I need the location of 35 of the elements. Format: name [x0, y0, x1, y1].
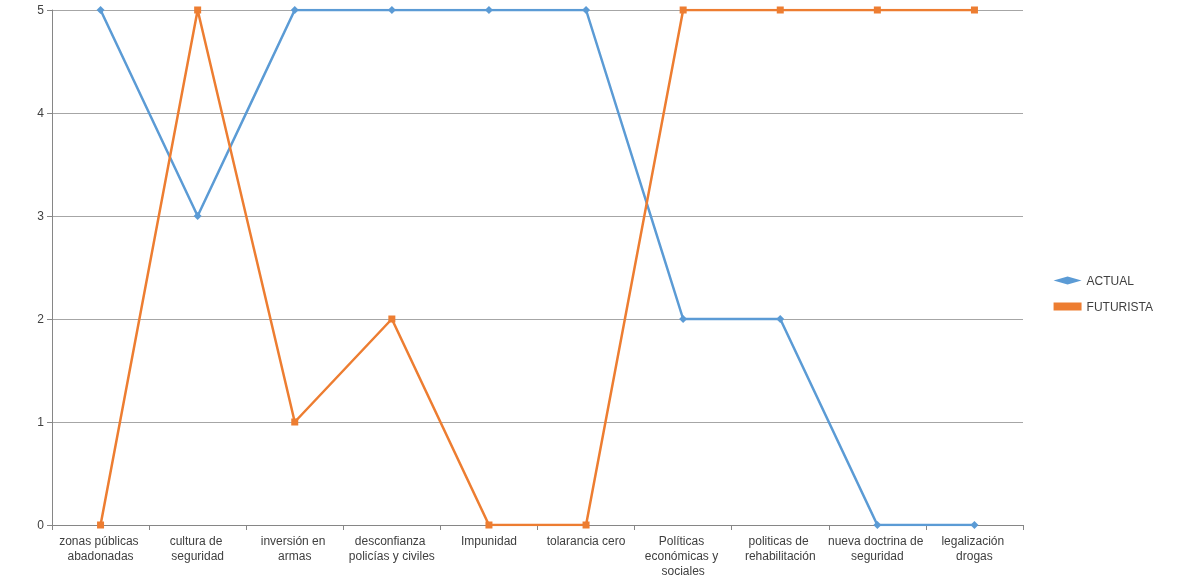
y-tick-label: 2 — [37, 312, 45, 326]
point — [970, 6, 978, 14]
y-tick-label: 5 — [37, 3, 45, 17]
point — [290, 6, 299, 14]
x-tick-label: zonas públicas abadonadas — [59, 533, 142, 563]
point — [776, 6, 784, 14]
point — [873, 6, 881, 14]
point — [96, 6, 105, 14]
x-tick-label: tolarancia cero — [546, 533, 626, 548]
y-tick-label: 0 — [37, 518, 45, 532]
y-tick-label: 1 — [37, 415, 45, 429]
x-tick-label: Impunidad — [460, 533, 517, 548]
point — [582, 521, 590, 529]
x-tick-label: desconfianza policías y civiles — [348, 533, 435, 563]
x-tick-label: legalización drogas — [941, 533, 1008, 563]
point — [193, 212, 202, 220]
legend-label: FUTURISTA — [1086, 299, 1154, 314]
x-tick-label: cultura de seguridad — [169, 533, 226, 563]
point — [776, 315, 785, 323]
x-tick-label: politicas de rehabilitación — [744, 533, 816, 563]
point — [679, 6, 687, 14]
point — [97, 521, 105, 529]
x-tick-label: nueva doctrina de seguridad — [827, 533, 927, 563]
point — [388, 315, 396, 323]
point — [485, 521, 493, 529]
point — [194, 6, 202, 14]
point — [291, 418, 299, 426]
point — [582, 6, 591, 14]
y-tick-label: 4 — [37, 106, 45, 120]
point — [873, 521, 882, 529]
legend-label: ACTUAL — [1086, 273, 1135, 288]
x-tick-label: inversión en armas — [260, 533, 329, 563]
x-tick-label: Políticas económicas y sociales — [644, 533, 722, 578]
y-tick-label: 3 — [37, 209, 45, 223]
point — [970, 521, 979, 529]
